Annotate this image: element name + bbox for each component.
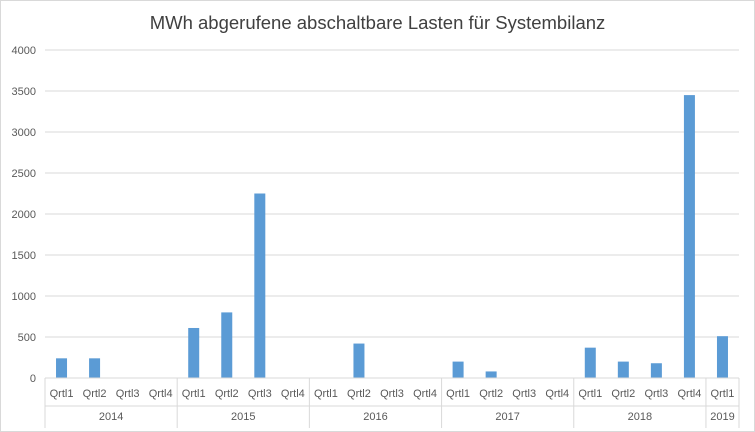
x-tick-label: Qrtl2 [611, 388, 635, 400]
x-tick-label: Qrtl3 [248, 388, 272, 400]
x-tick-label: Qrtl1 [446, 388, 470, 400]
y-tick-label: 4000 [12, 45, 36, 57]
y-tick-label: 500 [18, 332, 36, 344]
x-tick-label: Qrtl4 [413, 388, 437, 400]
x-tick-label: Qrtl3 [116, 388, 140, 400]
chart-title: MWh abgerufene abschaltbare Lasten für S… [149, 12, 606, 33]
bar [617, 361, 629, 378]
bar [89, 358, 101, 378]
x-tick-label: Qrtl2 [215, 388, 239, 400]
y-tick-label: 3500 [12, 86, 36, 98]
x-tick-label: Qrtl1 [182, 388, 206, 400]
x-tick-label: Qrtl2 [479, 388, 503, 400]
x-group-label: 2015 [231, 411, 255, 423]
x-tick-label: Qrtl1 [50, 388, 74, 400]
x-tick-label: Qrtl3 [644, 388, 668, 400]
x-tick-label: Qrtl2 [83, 388, 107, 400]
x-tick-label: Qrtl4 [678, 388, 702, 400]
x-group-label: 2018 [628, 411, 652, 423]
x-tick-label: Qrtl1 [711, 388, 735, 400]
bar [485, 371, 497, 378]
x-group-label: 2014 [99, 411, 123, 423]
bar [650, 363, 662, 378]
x-group-label: 2019 [710, 411, 734, 423]
bar [683, 95, 695, 378]
x-tick-label: Qrtl4 [545, 388, 569, 400]
x-tick-label: Qrtl4 [149, 388, 173, 400]
y-tick-label: 2000 [12, 209, 36, 221]
x-tick-label: Qrtl1 [578, 388, 602, 400]
x-tick-label: Qrtl4 [281, 388, 305, 400]
bar [188, 327, 200, 378]
bar [452, 361, 464, 378]
y-tick-label: 2500 [12, 168, 36, 180]
bar [584, 347, 596, 378]
bar [353, 343, 365, 378]
x-tick-label: Qrtl2 [347, 388, 371, 400]
x-group-label: 2016 [363, 411, 387, 423]
bar [254, 193, 266, 378]
y-tick-label: 1000 [12, 291, 36, 303]
x-tick-label: Qrtl1 [314, 388, 338, 400]
y-tick-label: 3000 [12, 127, 36, 139]
y-tick-label: 1500 [12, 250, 36, 262]
x-group-label: 2017 [495, 411, 519, 423]
x-tick-label: Qrtl3 [512, 388, 536, 400]
bar [56, 358, 68, 378]
x-tick-label: Qrtl3 [380, 388, 404, 400]
y-tick-label: 0 [30, 373, 36, 385]
bar [221, 312, 233, 378]
bar [716, 336, 728, 378]
